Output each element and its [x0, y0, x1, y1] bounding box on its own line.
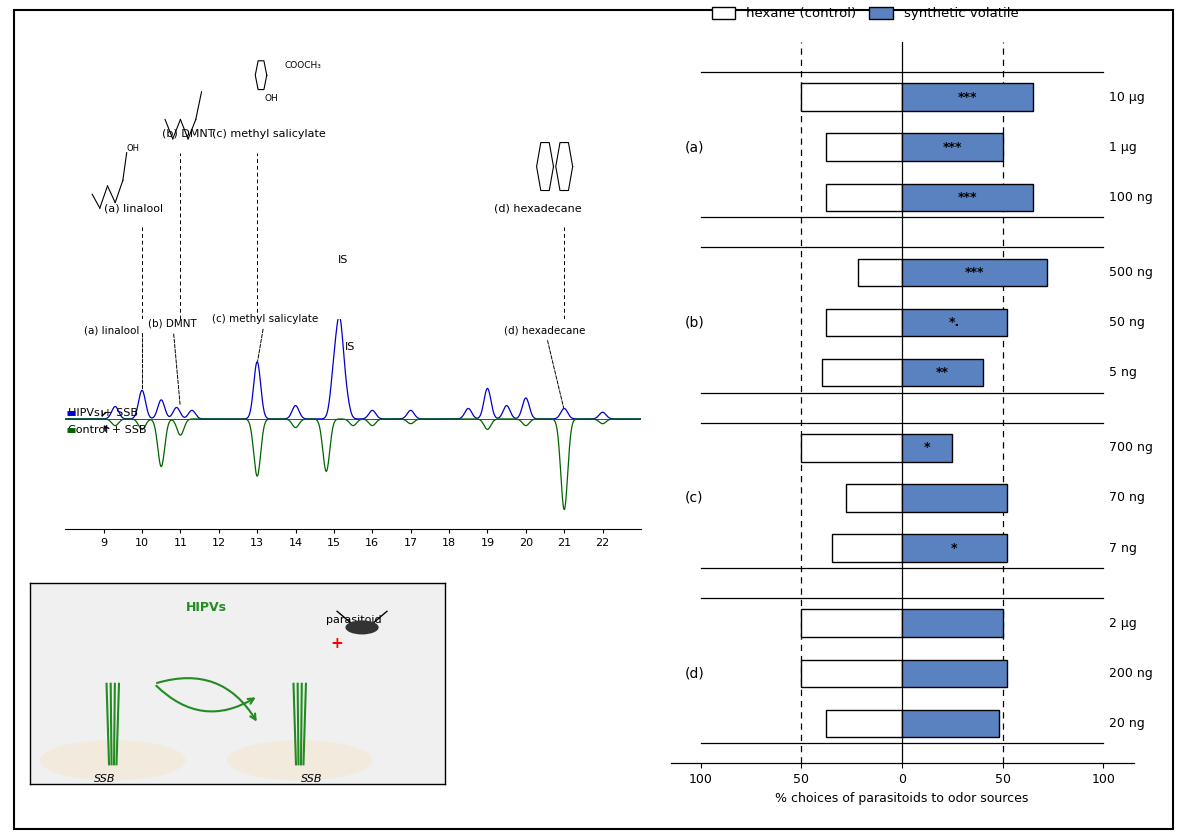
Ellipse shape [40, 740, 185, 780]
Text: *: * [951, 541, 958, 555]
Text: 7 ng: 7 ng [1110, 541, 1137, 555]
Text: HIPVs + SSB: HIPVs + SSB [69, 409, 139, 418]
Text: HIPVs: HIPVs [185, 602, 227, 614]
Text: (d) hexadecane: (d) hexadecane [504, 326, 585, 408]
Bar [832, 534, 902, 562]
Text: (b) DMNT: (b) DMNT [148, 319, 197, 406]
Bar [902, 659, 1007, 687]
Text: (a) linalool: (a) linalool [103, 204, 163, 214]
Text: 5 ng: 5 ng [1110, 366, 1137, 379]
Text: ***: *** [965, 266, 984, 279]
Text: SSB: SSB [301, 774, 323, 784]
Text: Control + SSB: Control + SSB [69, 425, 147, 435]
Text: 200 ng: 200 ng [1110, 667, 1154, 680]
Text: 100 ng: 100 ng [1110, 190, 1154, 204]
Bar [801, 609, 902, 637]
Bar [826, 184, 902, 211]
Text: 50 ng: 50 ng [1110, 316, 1145, 329]
Text: 70 ng: 70 ng [1110, 492, 1145, 504]
Bar [858, 258, 902, 286]
Text: +: + [331, 635, 343, 650]
Text: (d) hexadecane: (d) hexadecane [494, 204, 582, 214]
Text: (c) methyl salicylate: (c) methyl salicylate [211, 314, 318, 361]
Text: (a) linalool: (a) linalool [83, 326, 142, 389]
Bar [826, 710, 902, 737]
Text: OH: OH [127, 143, 140, 153]
Bar [846, 484, 902, 512]
Text: IS: IS [338, 255, 348, 265]
Text: ***: *** [942, 141, 963, 154]
Ellipse shape [345, 620, 379, 634]
Text: ***: *** [958, 190, 977, 204]
Bar [801, 83, 902, 111]
Bar [801, 434, 902, 461]
Bar [902, 133, 1003, 161]
Text: ***: *** [958, 91, 977, 103]
Bar [821, 359, 902, 387]
Legend: hexane (control), synthetic volatile: hexane (control), synthetic volatile [706, 2, 1023, 26]
Text: OH: OH [265, 94, 279, 103]
Bar [902, 309, 1007, 336]
Text: 500 ng: 500 ng [1110, 266, 1154, 279]
Bar [902, 609, 1003, 637]
Text: IS: IS [344, 342, 355, 352]
Bar [902, 359, 983, 387]
Text: 10 μg: 10 μg [1110, 91, 1145, 103]
Bar [902, 184, 1033, 211]
Text: (b) DMNT: (b) DMNT [161, 129, 215, 139]
Text: (b): (b) [685, 315, 705, 330]
Bar [902, 434, 952, 461]
Text: (d): (d) [685, 666, 705, 680]
X-axis label: % choices of parasitoids to odor sources: % choices of parasitoids to odor sources [775, 792, 1029, 805]
Text: COOCH₃: COOCH₃ [284, 60, 320, 70]
Text: parasitoid: parasitoid [326, 615, 381, 625]
Text: SSB: SSB [94, 774, 115, 784]
Text: 2 μg: 2 μg [1110, 617, 1137, 630]
Text: (a): (a) [685, 140, 704, 154]
Text: *.: *. [948, 316, 960, 329]
Text: 700 ng: 700 ng [1110, 441, 1154, 454]
Text: (c) methyl salicylate: (c) methyl salicylate [211, 129, 325, 139]
Bar [902, 83, 1033, 111]
Text: (c): (c) [685, 491, 703, 505]
Text: *: * [923, 441, 931, 454]
Bar [902, 710, 998, 737]
Bar [826, 133, 902, 161]
Text: **: ** [935, 366, 948, 379]
Bar [902, 484, 1007, 512]
Text: 1 μg: 1 μg [1110, 141, 1137, 154]
Bar [902, 258, 1047, 286]
Text: 20 ng: 20 ng [1110, 717, 1145, 730]
Bar [826, 309, 902, 336]
Bar [902, 534, 1007, 562]
Bar [801, 659, 902, 687]
Ellipse shape [227, 740, 373, 780]
